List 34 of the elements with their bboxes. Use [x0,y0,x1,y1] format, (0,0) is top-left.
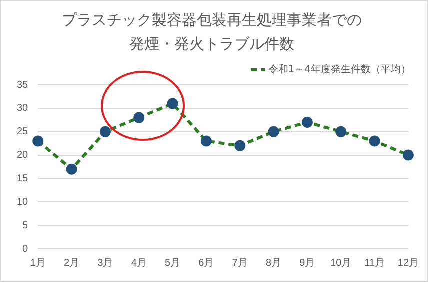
point [402,150,414,161]
point [268,126,280,138]
y-tick-label: 20 [17,150,29,162]
x-tick-label: 10月 [330,258,352,269]
point [200,136,212,147]
point [369,136,380,147]
x-tick-label: 9月 [300,258,316,269]
y-tick-label: 25 [17,126,29,138]
x-tick-label: 7月 [232,258,248,269]
point [234,140,246,152]
x-tick-label: 6月 [198,258,214,269]
point [336,126,347,138]
y-tick-label: 10 [17,196,29,208]
point [66,164,78,175]
point [302,116,313,128]
point [167,98,178,110]
point [134,112,145,124]
y-tick-label: 15 [17,173,29,184]
x-tick-label: 2月 [64,258,80,269]
y-tick-label: 5 [22,220,29,232]
x-tick-label: 8月 [266,258,282,269]
x-tick-label: 5月 [165,258,181,269]
x-tick-label: 1月 [30,258,46,269]
chart-title: プラスチック製容器包装再生処理事業者での発煙・発火トラブル件数 [62,10,362,53]
x-tick-label: 3月 [98,258,114,269]
point [100,126,111,138]
x-tick-label: 4月 [131,258,147,269]
x-tick-label: 12月 [398,258,419,269]
y-tick-label: 30 [17,103,29,114]
legend-label: 令和1～4年度発生件数（平均） [268,64,412,76]
y-tick-label: 35 [17,80,29,91]
x-tick-label: 11月 [364,258,385,269]
point [32,136,44,147]
y-tick-label: 0 [22,244,29,255]
